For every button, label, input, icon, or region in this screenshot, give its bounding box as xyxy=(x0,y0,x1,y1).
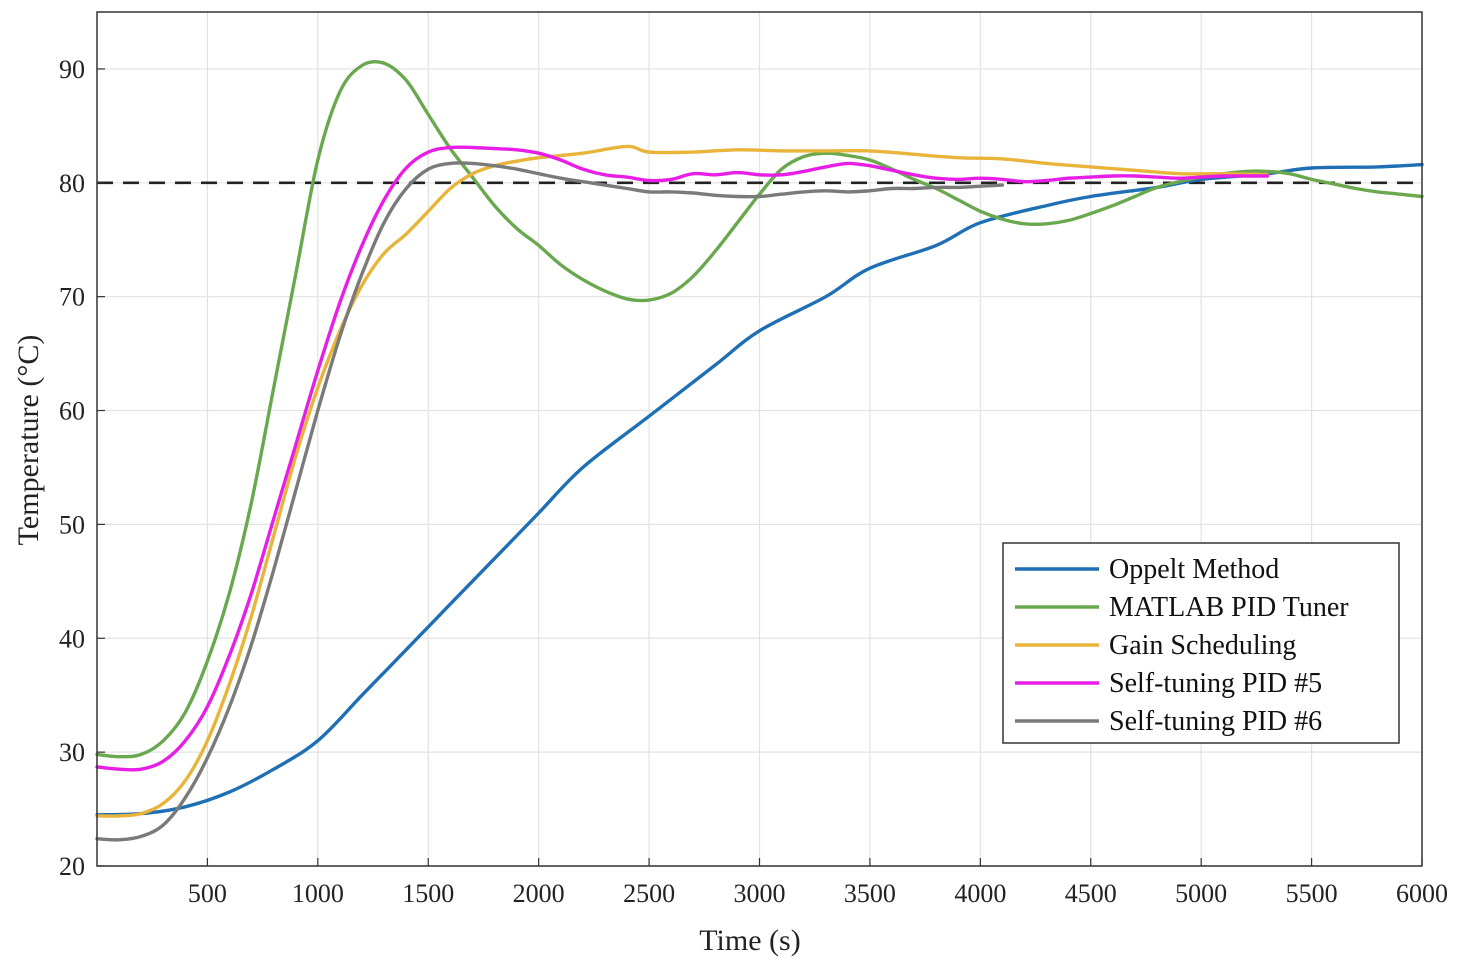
series-line-oppelt-method xyxy=(95,162,1424,817)
x-tick-label: 2500 xyxy=(623,879,675,908)
x-tick-label: 4500 xyxy=(1065,879,1117,908)
legend-label-gain-scheduling: Gain Scheduling xyxy=(1109,630,1296,661)
series-line-self-tuning-pid-6 xyxy=(95,161,1005,842)
x-tick-label: 3000 xyxy=(734,879,786,908)
legend-box xyxy=(1002,542,1400,744)
y-tick-label: 60 xyxy=(59,397,85,426)
x-tick-label: 6000 xyxy=(1396,879,1448,908)
x-tick-label: 4000 xyxy=(954,879,1006,908)
y-tick-label: 50 xyxy=(59,510,85,539)
series-line-self-tuning-pid-5 xyxy=(95,145,1270,772)
y-tick-label: 30 xyxy=(59,738,85,767)
x-axis-title: Time (s) xyxy=(699,924,800,957)
x-tick-label: 1500 xyxy=(402,879,454,908)
x-tick-label: 2000 xyxy=(513,879,565,908)
x-tick-label: 1000 xyxy=(292,879,344,908)
x-tick-label: 500 xyxy=(188,879,227,908)
y-tick-label: 90 xyxy=(59,55,85,84)
y-axis-title: Temperature (°C) xyxy=(12,335,45,546)
legend: Oppelt Method MATLAB PID Tuner Gain Schedu… xyxy=(1002,542,1400,744)
legend-label-self-tuning-pid-5: Self-tuning PID #5 xyxy=(1109,668,1322,699)
y-tick-label: 70 xyxy=(59,283,85,312)
axis-ticks: 500 1000 1500 2000 2500 3000 3500 4000 4500 5000 5… xyxy=(59,55,1448,908)
legend-label-matlab-pid-tuner: MATLAB PID Tuner xyxy=(1109,592,1349,623)
y-tick-label: 80 xyxy=(59,169,85,198)
series-group xyxy=(95,59,1424,842)
x-tick-label: 5000 xyxy=(1175,879,1227,908)
x-tick-label: 5500 xyxy=(1286,879,1338,908)
legend-label-oppelt-method: Oppelt Method xyxy=(1109,554,1279,585)
legend-label-self-tuning-pid-6: Self-tuning PID #6 xyxy=(1109,706,1322,737)
y-tick-label: 40 xyxy=(59,624,85,653)
y-tick-label: 20 xyxy=(59,852,85,881)
x-tick-label: 3500 xyxy=(844,879,896,908)
